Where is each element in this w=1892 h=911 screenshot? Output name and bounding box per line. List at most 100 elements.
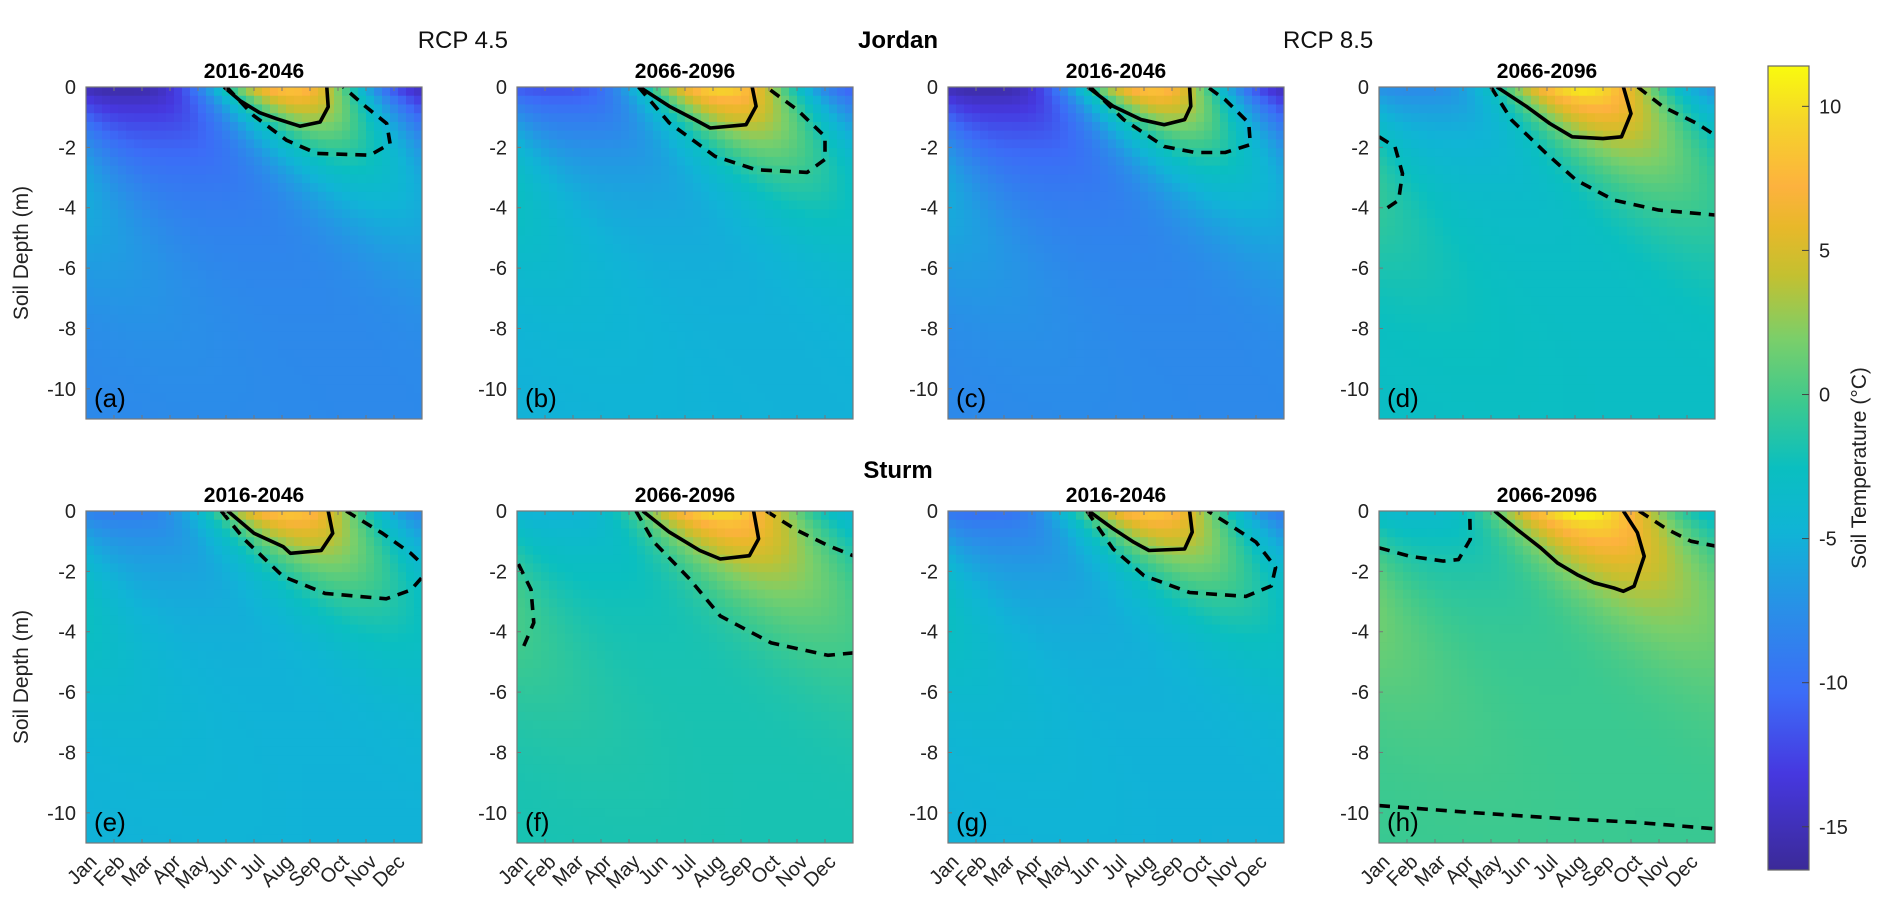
heatmap-cell bbox=[302, 130, 311, 141]
heatmap-cell bbox=[230, 384, 239, 394]
heatmap-cell bbox=[334, 392, 343, 403]
heatmap-cell bbox=[669, 130, 678, 141]
heatmap-cell bbox=[262, 87, 271, 97]
heatmap-cell bbox=[733, 331, 742, 341]
heatmap-cell bbox=[964, 95, 973, 106]
heatmap-cell bbox=[1132, 226, 1141, 237]
heatmap-cell bbox=[1100, 401, 1109, 411]
heatmap-cell bbox=[1068, 366, 1077, 376]
heatmap-cell bbox=[390, 340, 399, 350]
y-tick-label: -6 bbox=[489, 258, 507, 280]
heatmap-cell bbox=[134, 261, 143, 272]
heatmap-cell bbox=[1132, 261, 1141, 272]
heatmap-cell bbox=[102, 156, 111, 167]
heatmap-cell bbox=[845, 314, 853, 324]
heatmap-cell bbox=[1004, 322, 1013, 333]
heatmap-cell bbox=[1204, 156, 1213, 167]
heatmap-cell bbox=[1268, 95, 1277, 106]
heatmap-cell bbox=[222, 113, 231, 123]
heatmap-cell bbox=[733, 148, 742, 158]
heatmap-cell bbox=[214, 104, 223, 114]
heatmap-cell bbox=[557, 410, 566, 419]
heatmap-cell bbox=[677, 87, 686, 97]
heatmap-cell bbox=[1260, 253, 1269, 263]
heatmap-cell bbox=[541, 87, 550, 97]
heatmap-cell bbox=[254, 392, 263, 403]
heatmap-cell bbox=[1124, 113, 1133, 123]
heatmap-cell bbox=[837, 296, 846, 307]
heatmap-cell bbox=[206, 104, 215, 114]
heatmap-cell bbox=[996, 279, 1005, 289]
heatmap-cell bbox=[629, 121, 638, 132]
heatmap-cell bbox=[605, 200, 614, 210]
heatmap-cell bbox=[549, 331, 558, 341]
heatmap-cell bbox=[1164, 244, 1173, 254]
heatmap-cell bbox=[1124, 401, 1133, 411]
heatmap-cell bbox=[693, 305, 702, 315]
heatmap-cell bbox=[541, 410, 550, 419]
heatmap-cell bbox=[1172, 287, 1181, 298]
heatmap-cell bbox=[653, 218, 662, 228]
heatmap-cell bbox=[1076, 130, 1085, 141]
heatmap-cell bbox=[126, 121, 135, 132]
heatmap-cell bbox=[1020, 287, 1029, 298]
heatmap-cell bbox=[980, 287, 989, 298]
heatmap-cell bbox=[1012, 218, 1021, 228]
heatmap-cell bbox=[813, 235, 822, 245]
heatmap-cell bbox=[621, 87, 630, 97]
heatmap-cell bbox=[366, 279, 375, 289]
heatmap-cell bbox=[701, 296, 710, 307]
heatmap-cell bbox=[972, 279, 981, 289]
heatmap-cell bbox=[214, 322, 223, 333]
heatmap-cell bbox=[198, 183, 207, 193]
heatmap-cell bbox=[1084, 121, 1093, 132]
heatmap-cell bbox=[741, 270, 750, 280]
heatmap-cell bbox=[1092, 244, 1101, 254]
heatmap-cell bbox=[637, 121, 646, 132]
heatmap-cell bbox=[1132, 340, 1141, 350]
heatmap-cell bbox=[1236, 165, 1245, 175]
heatmap-cell bbox=[517, 314, 526, 324]
heatmap-cell bbox=[605, 87, 614, 97]
heatmap-cell bbox=[150, 156, 159, 167]
heatmap-cell bbox=[845, 209, 853, 219]
heatmap-cell bbox=[374, 357, 383, 368]
heatmap-cell bbox=[374, 156, 383, 167]
heatmap-cell bbox=[964, 401, 973, 411]
heatmap-cell bbox=[980, 139, 989, 149]
heatmap-cell bbox=[86, 287, 95, 298]
heatmap-cell bbox=[350, 296, 359, 307]
heatmap-cell bbox=[597, 130, 606, 141]
heatmap-cell bbox=[1220, 305, 1229, 315]
heatmap-cell bbox=[996, 139, 1005, 149]
heatmap-cell bbox=[693, 401, 702, 411]
heatmap-cell bbox=[757, 183, 766, 193]
heatmap-cell bbox=[1276, 244, 1284, 254]
heatmap-cell bbox=[1180, 410, 1189, 419]
heatmap-cell bbox=[334, 314, 343, 324]
heatmap-cell bbox=[541, 287, 550, 298]
heatmap-cell bbox=[110, 357, 119, 368]
heatmap-cell bbox=[1172, 305, 1181, 315]
heatmap-cell bbox=[310, 270, 319, 280]
heatmap-cell bbox=[1140, 296, 1149, 307]
heatmap-cell bbox=[366, 148, 375, 158]
heatmap-cell bbox=[1268, 226, 1277, 237]
heatmap-cell bbox=[1148, 270, 1157, 280]
heatmap-cell bbox=[1076, 392, 1085, 403]
heatmap-cell bbox=[110, 235, 119, 245]
heatmap-cell bbox=[1180, 296, 1189, 307]
heatmap-cell bbox=[390, 183, 399, 193]
heatmap-cell bbox=[757, 357, 766, 368]
heatmap-cell bbox=[150, 331, 159, 341]
heatmap-cell bbox=[645, 113, 654, 123]
heatmap-cell bbox=[613, 279, 622, 289]
heatmap-cell bbox=[1252, 384, 1261, 394]
heatmap-cell bbox=[1044, 218, 1053, 228]
heatmap-cell bbox=[1148, 401, 1157, 411]
heatmap-cell bbox=[661, 95, 670, 106]
heatmap-cell bbox=[821, 384, 830, 394]
heatmap-cell bbox=[358, 218, 367, 228]
heatmap-cell bbox=[246, 253, 255, 263]
heatmap-cell bbox=[206, 148, 215, 158]
